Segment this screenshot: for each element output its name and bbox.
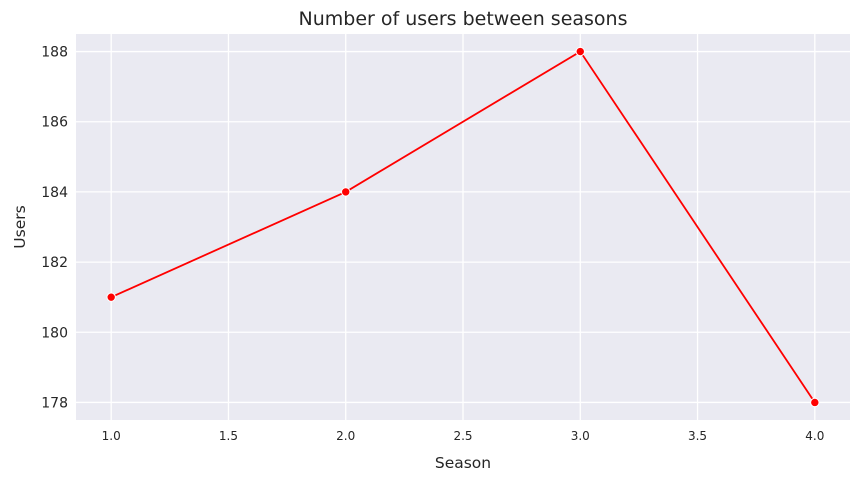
y-axis-label: Users: [11, 205, 29, 248]
x-tick-labels: 1.0 1.5 2.0 2.5 3.0 3.5 4.0: [102, 429, 825, 443]
data-point: [106, 292, 116, 302]
data-point: [810, 397, 820, 408]
y-tick-label: 188: [41, 45, 68, 61]
x-tick-label: 1.5: [219, 429, 238, 443]
y-tick-labels: 178 180 182 184 186 188: [41, 45, 68, 412]
data-points: [106, 46, 820, 408]
y-tick-label: 182: [41, 255, 68, 271]
x-tick-label: 1.0: [102, 429, 121, 443]
y-tick-label: 180: [41, 325, 68, 341]
y-tick-label: 178: [41, 395, 68, 411]
x-tick-label: 3.5: [688, 429, 707, 443]
x-tick-label: 3.0: [571, 429, 590, 443]
x-tick-label: 4.0: [805, 429, 824, 443]
x-tick-label: 2.0: [336, 429, 355, 443]
data-point: [341, 187, 351, 197]
data-point: [575, 46, 585, 57]
x-axis-label: Season: [435, 454, 491, 472]
chart-title: Number of users between seasons: [299, 8, 628, 30]
x-tick-label: 2.5: [453, 429, 472, 443]
y-tick-label: 186: [41, 115, 68, 131]
series-line: [110, 50, 816, 403]
y-tick-label: 184: [41, 185, 68, 201]
